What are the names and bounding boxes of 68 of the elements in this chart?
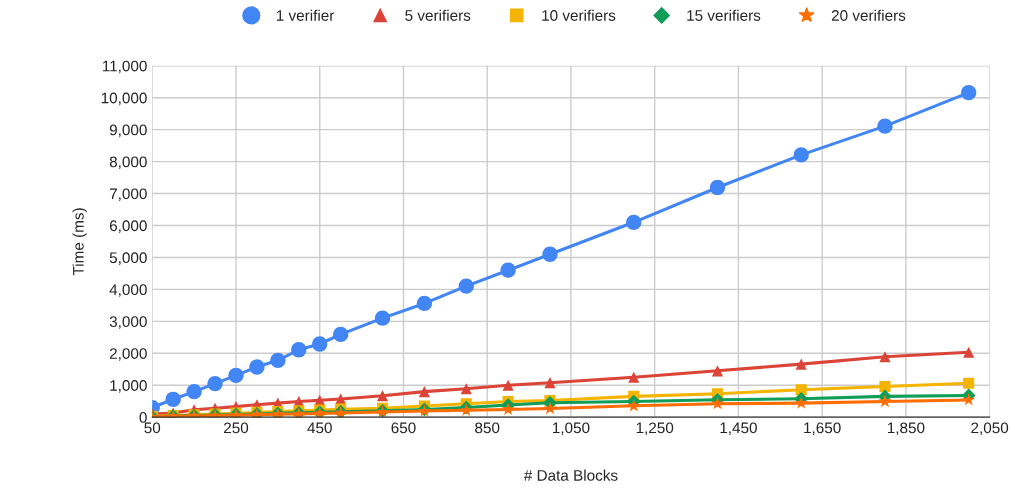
point xyxy=(961,84,977,101)
y-tick-label: 1,000 xyxy=(110,380,147,393)
point xyxy=(711,365,724,377)
point xyxy=(878,394,892,408)
x-tick-label: 1,250 xyxy=(636,422,674,436)
point xyxy=(270,352,286,368)
y-tick-label: 10,000 xyxy=(101,92,147,106)
y-tick-label: 2,000 xyxy=(109,348,147,361)
y-tick-label: 5,000 xyxy=(109,252,147,265)
y-tick-label: 11,000 xyxy=(102,60,147,74)
x-tick-label: 450 xyxy=(307,422,332,434)
point xyxy=(963,346,975,358)
point xyxy=(793,147,809,163)
point xyxy=(458,278,474,294)
x-tick-label: 1,050 xyxy=(552,422,590,436)
point xyxy=(374,310,391,326)
point xyxy=(186,383,202,400)
point xyxy=(165,391,181,407)
point xyxy=(710,396,725,410)
x-tick-label: 1,850 xyxy=(887,422,925,436)
point xyxy=(291,342,307,358)
point xyxy=(542,246,558,262)
legend-label: 5 verifiers xyxy=(405,9,471,21)
legend-label: 20 verifiers xyxy=(831,9,906,21)
point xyxy=(418,386,430,398)
point xyxy=(501,402,515,416)
point xyxy=(709,179,726,196)
point xyxy=(312,336,328,352)
y-axis-title: Time (ms) xyxy=(72,208,87,276)
x-tick-label: 1,650 xyxy=(804,422,841,436)
x-axis-title: # Data Blocks xyxy=(523,469,618,481)
point xyxy=(879,351,891,363)
point xyxy=(627,398,641,412)
x-tick-label: 50 xyxy=(144,422,161,434)
point xyxy=(249,359,265,375)
point xyxy=(544,377,556,389)
legend-label: 10 verifiers xyxy=(542,9,616,21)
x-tick-label: 850 xyxy=(475,422,500,434)
x-tick-label: 1,450 xyxy=(720,422,757,436)
x-tick-label: 650 xyxy=(391,422,416,434)
point xyxy=(795,384,807,396)
y-tick-label: 3,000 xyxy=(109,316,147,329)
x-tick-label: 2,050 xyxy=(971,422,1009,436)
point xyxy=(376,390,389,402)
point xyxy=(500,262,516,278)
point xyxy=(416,295,433,312)
point xyxy=(502,379,514,391)
y-tick-label: 8,000 xyxy=(109,156,147,170)
y-tick-label: 0 xyxy=(139,412,147,423)
legend-label: 15 verifiers xyxy=(687,9,761,21)
legend-label: 1 verifier xyxy=(276,9,335,21)
y-tick-label: 6,000 xyxy=(109,220,147,233)
point xyxy=(207,375,223,392)
point xyxy=(543,401,557,415)
point xyxy=(879,380,891,393)
point xyxy=(794,396,808,409)
point xyxy=(333,326,349,343)
y-tick-label: 9,000 xyxy=(109,124,147,138)
point xyxy=(228,367,244,383)
x-tick-label: 250 xyxy=(224,422,249,434)
point xyxy=(963,377,975,389)
y-tick-label: 7,000 xyxy=(109,188,147,202)
point xyxy=(962,392,976,406)
point xyxy=(628,371,640,383)
y-tick-label: 4,000 xyxy=(109,284,147,297)
point xyxy=(877,118,893,134)
point xyxy=(626,214,642,230)
point xyxy=(795,358,807,370)
